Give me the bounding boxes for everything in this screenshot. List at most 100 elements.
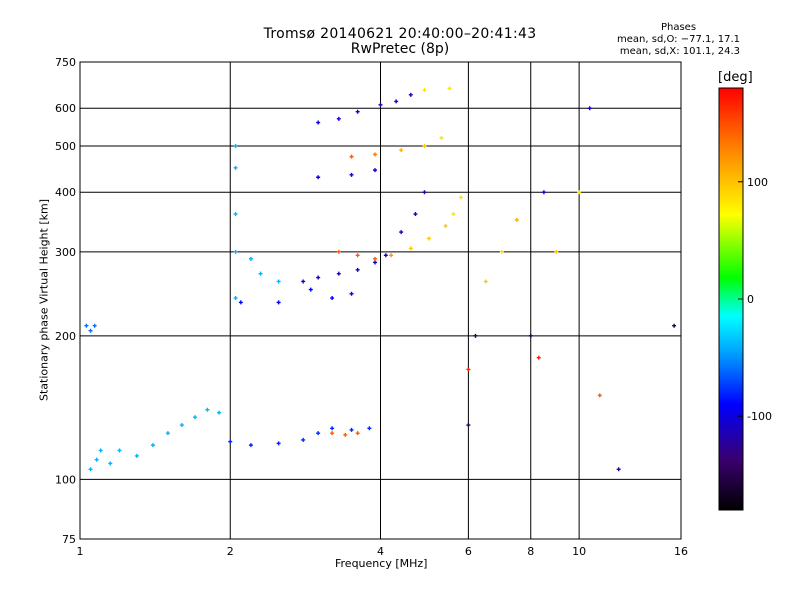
y-tick-label: 500 — [55, 140, 76, 153]
data-point — [301, 279, 306, 284]
data-point — [672, 323, 677, 328]
data-point — [597, 393, 602, 398]
data-point — [238, 300, 243, 305]
chart-title: Tromsø 20140621 20:40:00–20:41:43 — [263, 26, 537, 42]
data-point — [179, 423, 184, 428]
x-axis-label: Frequency [MHz] — [335, 557, 428, 570]
colorbar-tick-label: -100 — [747, 410, 772, 423]
data-point — [483, 279, 488, 284]
data-point — [514, 217, 519, 222]
x-tick-label: 10 — [572, 545, 586, 558]
data-point — [383, 253, 388, 258]
data-point — [473, 333, 478, 338]
data-point — [336, 249, 341, 254]
colorbar-label: [deg] — [718, 70, 753, 85]
data-point — [343, 432, 348, 437]
data-point — [349, 291, 354, 296]
data-point — [459, 195, 464, 200]
data-point — [422, 143, 427, 148]
data-point — [399, 230, 404, 235]
data-point — [541, 190, 546, 195]
data-point — [355, 431, 360, 436]
data-point — [193, 415, 198, 420]
data-point — [248, 256, 253, 261]
data-point — [150, 443, 155, 448]
data-point — [349, 154, 354, 159]
data-point — [233, 296, 238, 301]
data-point — [276, 279, 281, 284]
data-point — [378, 102, 383, 107]
data-point — [373, 168, 378, 173]
data-point — [336, 271, 341, 276]
y-tick-label: 400 — [55, 186, 76, 199]
data-point — [577, 190, 582, 195]
data-point — [233, 212, 238, 217]
data-point — [349, 427, 354, 432]
colorbar-tick-label: 0 — [747, 293, 754, 306]
data-point — [301, 437, 306, 442]
data-point — [355, 267, 360, 272]
data-point — [408, 92, 413, 97]
data-point — [367, 426, 372, 431]
y-tick-label: 100 — [55, 473, 76, 486]
data-point — [399, 148, 404, 153]
data-point — [276, 300, 281, 305]
data-point — [117, 448, 122, 453]
data-point — [308, 287, 313, 292]
x-tick-label: 4 — [377, 545, 384, 558]
data-point — [316, 120, 321, 125]
chart-subtitle: RwPretec (8p) — [350, 41, 450, 57]
y-axis-label: Stationary phase Virtual Height [km] — [37, 198, 51, 402]
data-point — [330, 296, 335, 301]
data-point — [439, 135, 444, 140]
data-point — [373, 152, 378, 157]
grid-lines — [80, 62, 681, 539]
data-point — [373, 260, 378, 265]
data-point — [134, 453, 139, 458]
data-point — [587, 106, 592, 111]
y-tick-label: 600 — [55, 102, 76, 115]
data-point — [217, 410, 222, 415]
stats-line-o: mean, sd,O: −77.1, 17.1 — [617, 34, 740, 45]
y-tick-label: 300 — [55, 246, 76, 259]
data-point — [88, 328, 93, 333]
data-point — [233, 143, 238, 148]
data-point — [422, 190, 427, 195]
data-point — [316, 275, 321, 280]
data-point — [422, 88, 427, 93]
y-tick-label: 75 — [62, 533, 76, 546]
x-tick-label: 16 — [674, 545, 688, 558]
phase-statistics: Phases mean, sd,O: −77.1, 17.1 mean, sd,… — [617, 22, 740, 58]
x-tick-label: 2 — [227, 545, 234, 558]
colorbar-tick-label: 100 — [747, 176, 768, 189]
data-point — [276, 441, 281, 446]
data-point — [108, 461, 113, 466]
data-point — [316, 431, 321, 436]
x-tick-label: 6 — [465, 545, 472, 558]
data-point — [92, 323, 97, 328]
data-point — [248, 443, 253, 448]
data-point — [413, 212, 418, 217]
data-point — [426, 236, 431, 241]
data-point — [228, 439, 233, 444]
data-point — [554, 249, 559, 254]
y-tick-label: 200 — [55, 330, 76, 343]
data-point — [451, 212, 456, 217]
data-point — [98, 448, 103, 453]
data-point — [233, 249, 238, 254]
data-point — [373, 256, 378, 261]
data-point — [355, 109, 360, 114]
data-point — [88, 467, 93, 472]
data-point — [466, 423, 471, 428]
data-point — [258, 271, 263, 276]
axis-ticks: 1 2 4 6 8 10 16 75 100 200 300 400 500 600 750 — [55, 56, 688, 558]
data-point — [233, 165, 238, 170]
data-point — [616, 467, 621, 472]
data-point — [536, 355, 541, 360]
data-point — [349, 172, 354, 177]
data-point — [499, 249, 504, 254]
data-point — [408, 246, 413, 251]
data-point — [443, 223, 448, 228]
colorbar-ticks: -100 0 100 — [738, 176, 772, 423]
